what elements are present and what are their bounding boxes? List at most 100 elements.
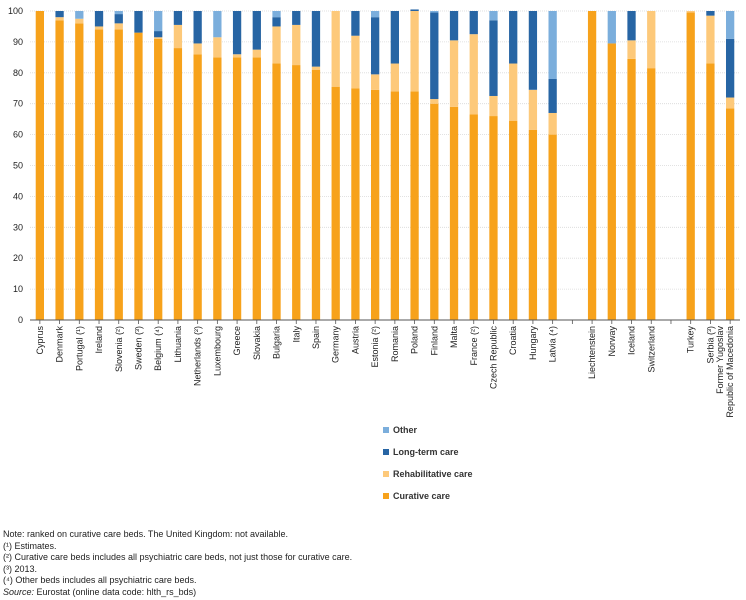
y-tick-label: 60 [13, 130, 23, 140]
bar-segment-rehabilitative-care [331, 11, 340, 87]
bar-segment-curative-care [390, 91, 400, 320]
legend-swatch [383, 492, 389, 499]
x-tick-label: Germany [331, 326, 341, 364]
bar-segment-curative-care [528, 129, 538, 320]
y-tick-label: 70 [13, 99, 23, 109]
bar-segment-rehabilitative-care [509, 63, 518, 121]
bar-segment-curative-care [469, 114, 478, 320]
legend-swatch [383, 426, 389, 433]
bar-segment-curative-care [75, 23, 84, 321]
bar-segment-rehabilitative-care [469, 34, 478, 115]
bar-segment-rehabilitative-care [193, 43, 202, 55]
bar-segment-curative-care [311, 69, 321, 321]
legend: Other Long-term care Rehabilitative care Cu… [383, 424, 473, 512]
bar-segment-curative-care [489, 116, 498, 320]
footnotes: Note: ranked on curative care beds. The … [3, 529, 352, 599]
bar-segment-long-term-care [114, 14, 123, 24]
y-tick-label: 80 [13, 68, 23, 78]
bar-segment-other [75, 11, 84, 19]
x-tick-label: Greece [232, 326, 242, 356]
bar-segment-rehabilitative-care [292, 24, 301, 66]
bar-segment-curative-care [607, 43, 616, 320]
bar-segment-long-term-care [469, 11, 478, 35]
bar-segment-rehabilitative-care [370, 74, 380, 90]
x-tick-label: Croatia [508, 326, 518, 355]
bar-segment-long-term-care [370, 17, 380, 75]
bar-segment-rehabilitative-care [528, 89, 538, 130]
bar-segment-rehabilitative-care [489, 95, 498, 117]
bar-segment-curative-care [134, 32, 143, 320]
bar-segment-curative-care [232, 57, 242, 320]
bar-segment-rehabilitative-care [351, 35, 360, 89]
bar-segment-rehabilitative-care [114, 23, 123, 30]
x-tick-label: Poland [410, 326, 420, 354]
bar-segment-rehabilitative-care [390, 63, 400, 92]
bar-segment-curative-care [114, 29, 123, 320]
bar-segment-rehabilitative-care [627, 40, 636, 59]
bar-segment-long-term-care [292, 11, 301, 25]
y-tick-label: 20 [13, 253, 23, 263]
bar-segment-curative-care [430, 103, 439, 320]
bar-segment-long-term-care [528, 11, 538, 90]
bar-segment-curative-care [686, 12, 695, 320]
bar-segment-curative-care [193, 54, 202, 320]
bar-segment-curative-care [272, 63, 281, 320]
bar-segment-long-term-care [390, 11, 400, 64]
x-tick-label: Malta [449, 326, 459, 348]
x-tick-label: Liechtenstein [587, 326, 597, 379]
x-tick-label: Czech Republic [488, 326, 498, 390]
bar-segment-long-term-care [509, 11, 518, 64]
bar-segment-rehabilitative-care [706, 15, 715, 64]
bar-segment-long-term-care [193, 11, 202, 44]
y-tick-label: 30 [13, 222, 23, 232]
bar-segment-curative-care [252, 57, 261, 320]
note-psychiatric-curative: (²) Curative care beds includes all psyc… [3, 552, 353, 563]
x-tick-label: Slovakia [252, 326, 262, 360]
x-tick-label: Finland [429, 326, 439, 356]
legend-label: Other [393, 424, 418, 435]
x-tick-label: Switzerland [646, 326, 656, 373]
bar-segment-other [272, 11, 281, 18]
bar-segment-curative-care [213, 57, 222, 320]
bar-segment-rehabilitative-care [449, 40, 459, 107]
bar-segment-curative-care [35, 11, 45, 320]
bar-segment-other [489, 11, 498, 21]
x-tick-label: Iceland [627, 326, 637, 355]
bar-segment-curative-care [55, 20, 64, 321]
note-psychiatric-other: (⁴) Other beds includes all psychiatric … [3, 575, 197, 586]
x-tick-label: Latvia (⁴) [548, 326, 558, 362]
x-tick-label: France (²) [469, 326, 479, 366]
legend-swatch [383, 448, 389, 455]
legend-label: Long-term care [393, 446, 459, 457]
legend-item: Rehabilitative care [383, 468, 473, 479]
legend-label: Curative care [393, 490, 451, 501]
y-axis: 0 10 20 30 40 50 60 70 80 90 100 [8, 6, 23, 325]
bar-segment-long-term-care [489, 20, 498, 96]
x-tick-label: Slovenia (²) [114, 326, 124, 372]
bar-segment-long-term-care [173, 11, 183, 25]
x-tick-label: Denmark [55, 326, 65, 363]
bar-segment-other [154, 11, 163, 32]
bar-segment-long-term-care [134, 11, 143, 33]
bar-segment-curative-care [94, 29, 104, 320]
note-year-2013: (³) 2013. [3, 563, 38, 574]
bar-segment-long-term-care [706, 11, 715, 16]
x-tick-label: Luxembourg [212, 326, 222, 376]
y-tick-label: 50 [13, 161, 23, 171]
x-axis: Cyprus Denmark Portugal (¹) Ireland Slovenia… [30, 319, 740, 418]
bar-segment-rehabilitative-care [430, 99, 439, 104]
x-tick-label: Romania [390, 326, 400, 362]
bar-segment-curative-care [587, 11, 597, 320]
stacked-bar-chart: 0 10 20 30 40 50 60 70 80 90 100 Cyprus Denmark Port… [8, 6, 740, 418]
x-tick-label: Serbia (³) [705, 326, 715, 364]
bar-segment-rehabilitative-care [548, 112, 557, 135]
bar-segment-long-term-care [725, 38, 735, 98]
bar-segment-rehabilitative-care [154, 37, 163, 39]
bar-segment-other [114, 11, 123, 15]
bar-segment-rehabilitative-care [686, 11, 695, 13]
y-tick-label: 100 [8, 6, 23, 16]
source-label: Source: [3, 586, 35, 597]
bar-segment-curative-care [449, 106, 459, 320]
y-tick-label: 90 [13, 37, 23, 47]
bar-segment-long-term-care [449, 11, 459, 41]
